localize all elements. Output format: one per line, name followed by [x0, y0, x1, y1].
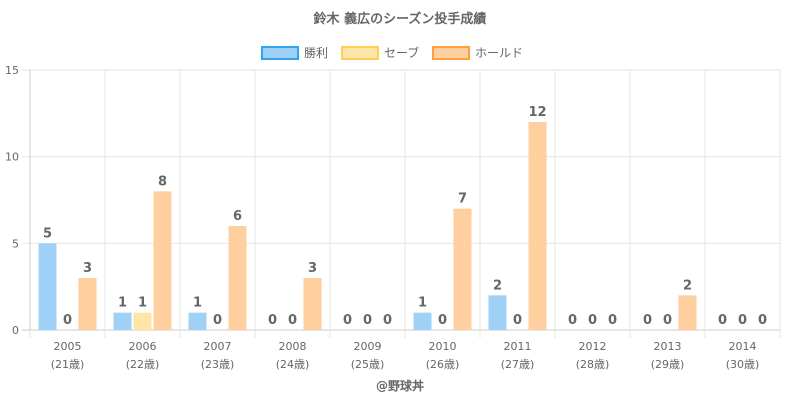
x-tick-label: 2006 — [129, 340, 157, 353]
x-tick-sublabel: (28歳) — [576, 358, 610, 371]
data-label: 0 — [63, 313, 72, 328]
data-label: 0 — [568, 313, 577, 328]
y-tick-label: 10 — [5, 151, 19, 164]
data-label: 0 — [213, 313, 222, 328]
chart-credit: @野球丼 — [376, 378, 424, 393]
x-tick-label: 2007 — [204, 340, 232, 353]
data-label: 0 — [343, 313, 352, 328]
data-label: 2 — [493, 278, 502, 293]
data-label: 2 — [683, 278, 692, 293]
x-tick-sublabel: (26歳) — [426, 358, 460, 371]
bar-ホールド-2005 — [78, 278, 97, 330]
data-label: 0 — [513, 313, 522, 328]
y-tick-label: 0 — [12, 324, 19, 337]
data-label: 0 — [643, 313, 652, 328]
data-label: 12 — [528, 105, 546, 120]
bar-セーブ-2006 — [133, 312, 152, 330]
data-label: 0 — [438, 313, 447, 328]
x-tick-sublabel: (21歳) — [51, 358, 85, 371]
data-label: 6 — [233, 209, 242, 224]
bar-勝利-2010 — [413, 312, 432, 330]
x-tick-label: 2012 — [579, 340, 607, 353]
bar-ホールド-2008 — [303, 278, 322, 330]
y-tick-label: 5 — [12, 237, 19, 250]
data-label: 1 — [118, 296, 127, 311]
legend-label-2: ホールド — [475, 46, 523, 60]
bar-ホールド-2011 — [528, 122, 547, 330]
x-tick-sublabel: (24歳) — [276, 358, 310, 371]
x-tick-sublabel: (29歳) — [651, 358, 685, 371]
data-label: 0 — [268, 313, 277, 328]
legend-label-0: 勝利 — [304, 45, 328, 60]
legend-swatch-0 — [261, 46, 299, 60]
x-tick-sublabel: (25歳) — [351, 358, 385, 371]
bar-勝利-2011 — [488, 295, 507, 330]
x-tick-label: 2013 — [654, 340, 682, 353]
data-label: 3 — [308, 261, 317, 276]
data-label: 0 — [288, 313, 297, 328]
data-label: 1 — [418, 296, 427, 311]
data-label: 0 — [758, 313, 767, 328]
data-label: 0 — [608, 313, 617, 328]
x-axis: 2005 (21歳) 2006 (22歳) 2007 (23歳) 2008 (24歳) 2009… — [51, 340, 760, 371]
x-tick-label: 2008 — [279, 340, 307, 353]
data-label: 1 — [138, 296, 147, 311]
legend-swatch-1 — [341, 46, 379, 60]
x-tick-sublabel: (27歳) — [501, 358, 535, 371]
x-tick-sublabel: (30歳) — [726, 358, 760, 371]
data-label: 0 — [383, 313, 392, 328]
x-tick-label: 2010 — [429, 340, 457, 353]
x-tick-label: 2005 — [54, 340, 82, 353]
bar-ホールド-2006 — [153, 191, 172, 330]
data-label: 0 — [588, 313, 597, 328]
legend-swatch-2 — [432, 46, 470, 60]
data-label: 0 — [363, 313, 372, 328]
x-tick-label: 2014 — [729, 340, 757, 353]
data-label: 3 — [83, 261, 92, 276]
data-label: 0 — [718, 313, 727, 328]
x-tick-sublabel: (22歳) — [126, 358, 160, 371]
bar-勝利-2007 — [188, 312, 207, 330]
data-label: 0 — [738, 313, 747, 328]
data-label: 0 — [663, 313, 672, 328]
y-tick-label: 15 — [5, 64, 19, 77]
x-tick-label: 2009 — [354, 340, 382, 353]
bar-勝利-2005 — [38, 243, 57, 330]
data-label: 8 — [158, 174, 167, 189]
chart-title: 鈴木 義広のシーズン投手成績 — [314, 11, 487, 27]
data-label: 1 — [193, 296, 202, 311]
y-axis: 0 5 10 15 — [5, 64, 31, 337]
legend-label-1: セーブ — [384, 45, 419, 60]
x-tick-sublabel: (23歳) — [201, 358, 235, 371]
bar-ホールド-2010 — [453, 208, 472, 330]
x-tick-label: 2011 — [504, 340, 532, 353]
bar-ホールド-2013 — [678, 295, 697, 330]
bar-ホールド-2007 — [228, 226, 247, 330]
data-label: 7 — [458, 192, 467, 207]
data-label: 5 — [43, 226, 52, 241]
chart-legend: 勝利 セーブ ホールド — [261, 45, 523, 60]
chart-bars — [38, 122, 697, 330]
chart-grid — [22, 69, 781, 338]
bar-勝利-2006 — [113, 312, 132, 330]
